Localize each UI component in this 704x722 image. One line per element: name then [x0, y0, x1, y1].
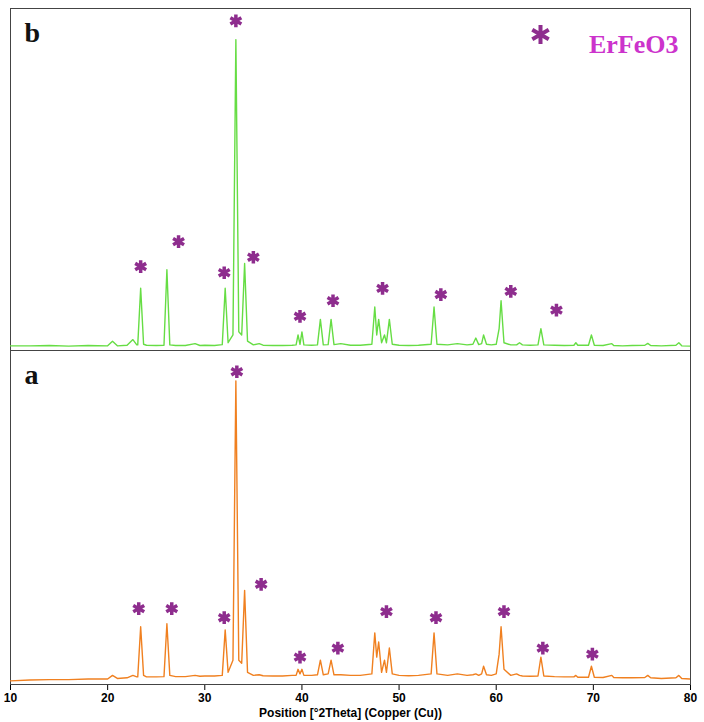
svg-text:20: 20 — [101, 691, 115, 705]
svg-text:60: 60 — [490, 691, 504, 705]
svg-text:30: 30 — [198, 691, 212, 705]
svg-text:10: 10 — [4, 691, 18, 705]
svg-text:50: 50 — [392, 691, 406, 705]
svg-text:ErFeO3: ErFeO3 — [589, 30, 679, 59]
svg-text:Position [°2Theta] (Copper (Cu: Position [°2Theta] (Copper (Cu)) — [259, 706, 442, 720]
svg-text:b: b — [25, 17, 41, 48]
svg-text:70: 70 — [587, 691, 601, 705]
svg-text:a: a — [25, 359, 39, 390]
svg-text:40: 40 — [295, 691, 309, 705]
svg-text:80: 80 — [684, 691, 698, 705]
